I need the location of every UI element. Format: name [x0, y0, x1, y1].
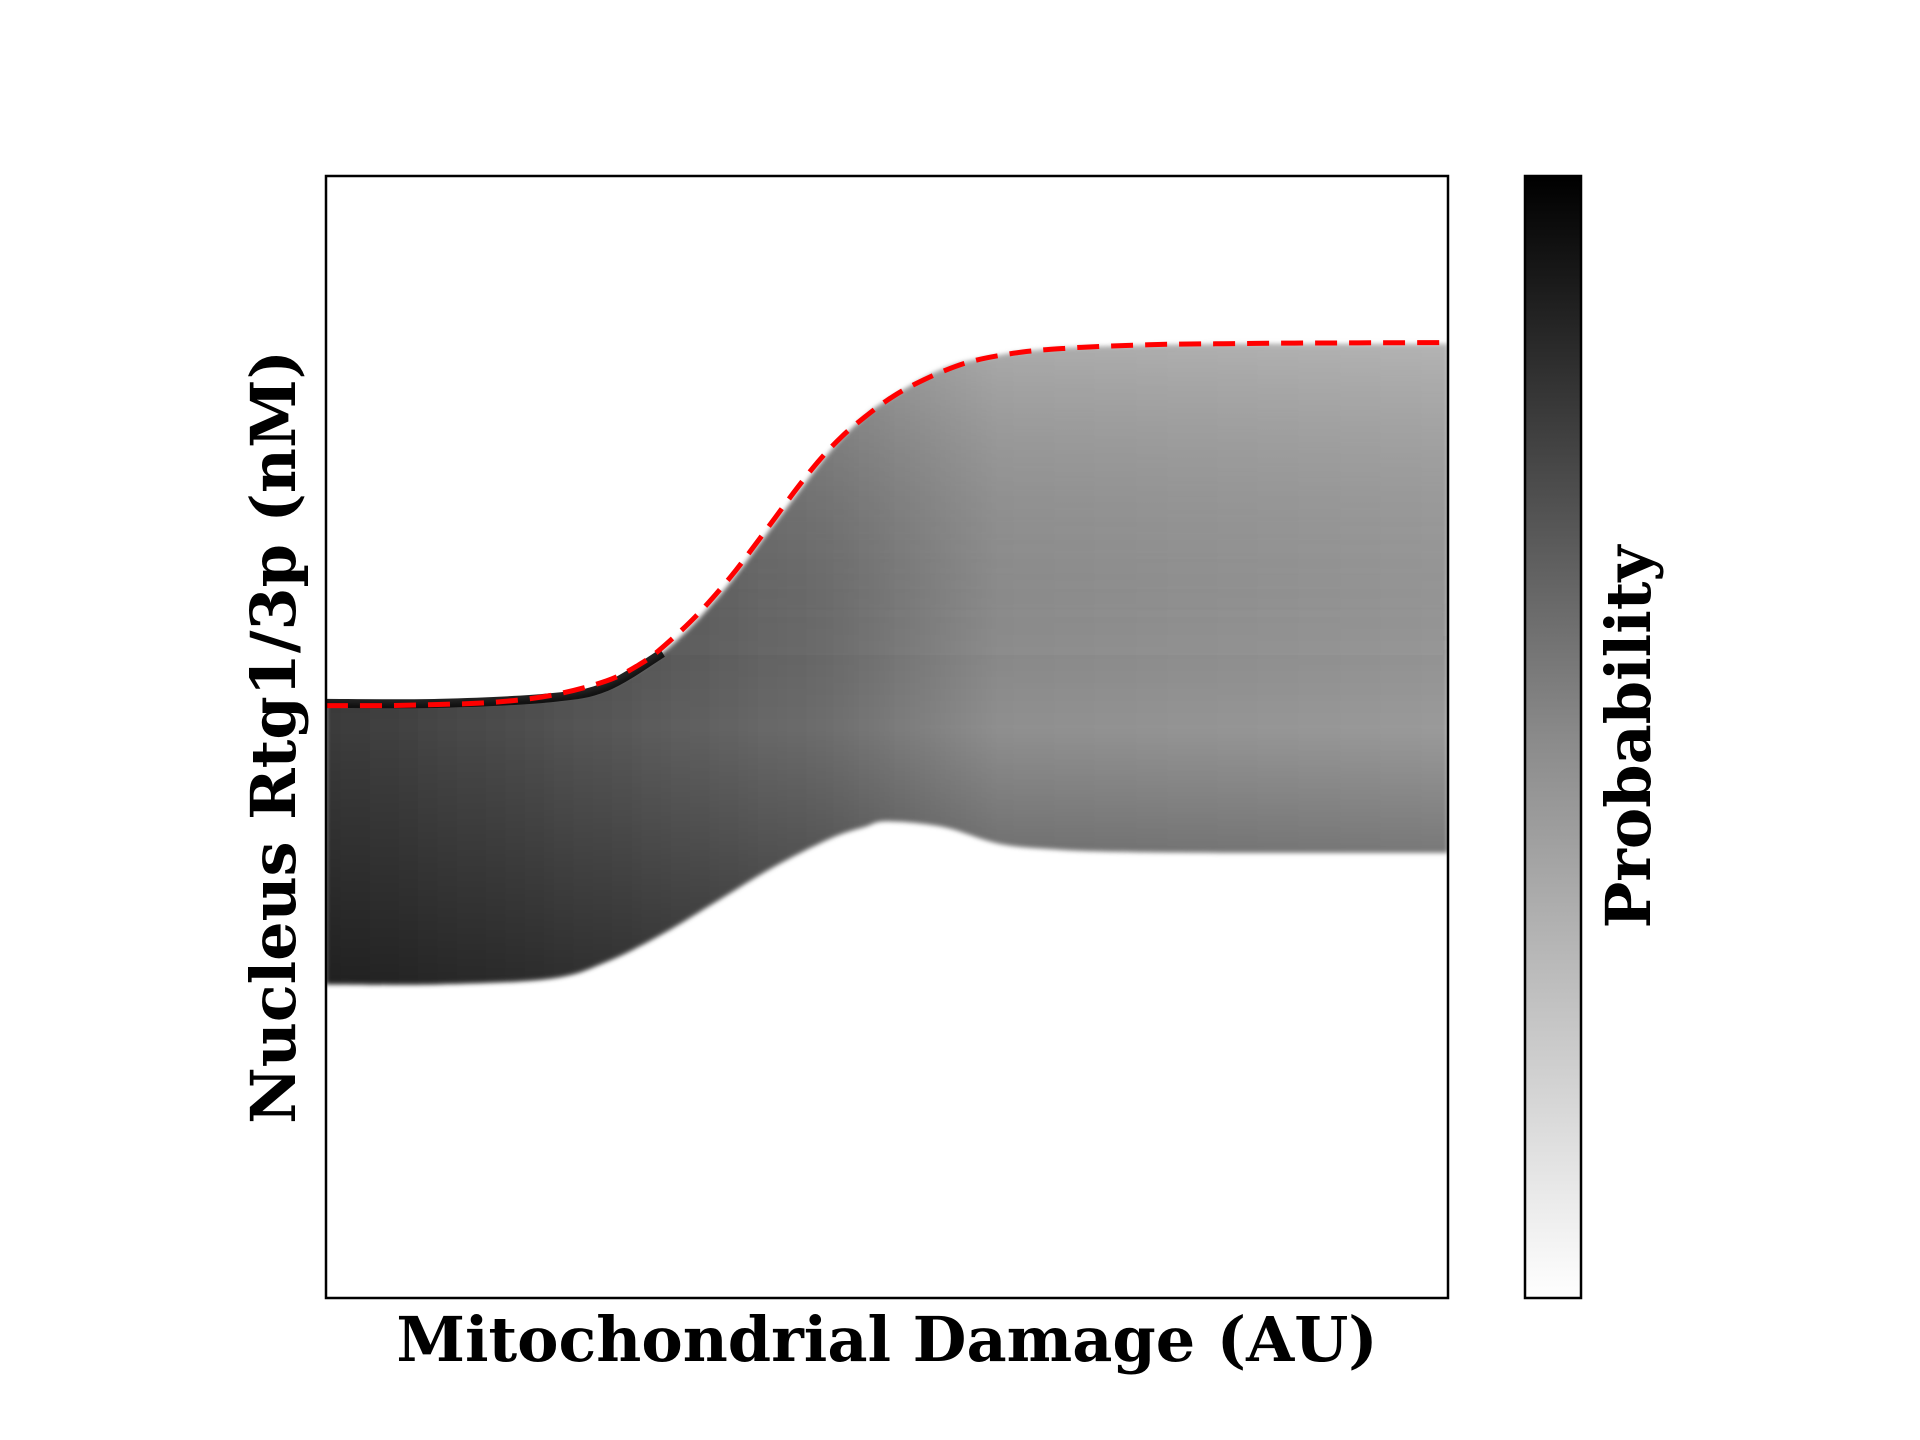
colorbar-frame — [1523, 174, 1583, 1300]
y-axis-label: Nucleus Rtg1/3p (nM) — [237, 350, 310, 1124]
plot-frame — [324, 174, 1450, 1300]
plot-area — [324, 174, 1450, 1300]
density-band-shading — [326, 344, 1448, 985]
x-axis-label: Mitochondrial Damage (AU) — [396, 1303, 1377, 1376]
colorbar-label: Probability — [1592, 544, 1665, 929]
series-line-0 — [326, 340, 1448, 709]
colorbar-gradient — [1525, 176, 1581, 1298]
colorbar: Probability — [1523, 174, 1665, 1300]
series-layer — [326, 340, 1448, 709]
